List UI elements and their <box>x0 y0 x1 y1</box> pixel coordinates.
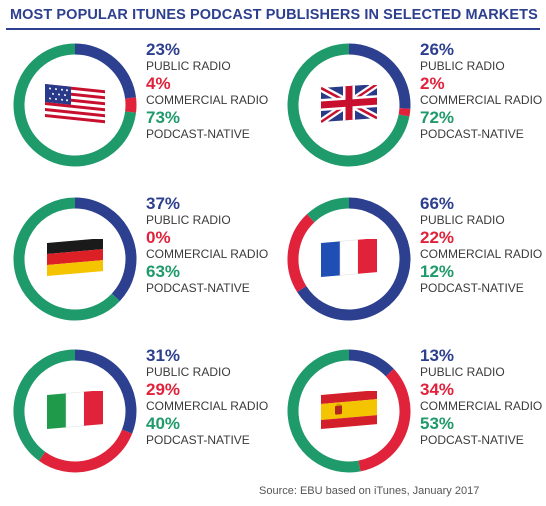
commercial-radio-segment <box>358 368 411 472</box>
stats-spain: 13% PUBLIC RADIO 34% COMMERCIAL RADIO 53… <box>420 346 542 448</box>
stats-france: 66% PUBLIC RADIO 22% COMMERCIAL RADIO 12… <box>420 194 542 296</box>
public-radio-value: 23% <box>146 40 181 59</box>
podcast-native-value: 40% <box>146 414 181 433</box>
public-radio-segment <box>297 197 411 321</box>
donut-germany <box>13 197 137 321</box>
public-radio-value: 26% <box>420 40 455 59</box>
source-note: Source: EBU based on iTunes, January 201… <box>259 485 480 497</box>
commercial-radio-value: 34% <box>420 380 455 399</box>
public-radio-value: 13% <box>420 346 455 365</box>
commercial-radio-label: COMMERCIAL RADIO <box>420 399 543 413</box>
public-radio-label: PUBLIC RADIO <box>146 59 231 73</box>
france-flag-icon <box>321 239 377 277</box>
podcast-native-label: PODCAST-NATIVE <box>146 281 250 295</box>
public-radio-label: PUBLIC RADIO <box>146 365 231 379</box>
market-france: 66% PUBLIC RADIO 22% COMMERCIAL RADIO 12… <box>284 194 546 344</box>
podcast-native-value: 73% <box>146 108 181 127</box>
podcast-native-value: 53% <box>420 414 455 433</box>
podcast-native-value: 63% <box>146 262 181 281</box>
stats-italy: 31% PUBLIC RADIO 29% COMMERCIAL RADIO 40… <box>146 346 268 448</box>
public-radio-label: PUBLIC RADIO <box>420 59 505 73</box>
market-usa: 23% PUBLIC RADIO 4% COMMERCIAL RADIO 73%… <box>10 40 280 190</box>
stats-usa: 23% PUBLIC RADIO 4% COMMERCIAL RADIO 73%… <box>146 40 268 142</box>
podcast-native-value: 72% <box>420 108 455 127</box>
us-flag-icon <box>45 84 105 126</box>
podcast-native-segment <box>306 197 350 223</box>
public-radio-label: PUBLIC RADIO <box>420 213 505 227</box>
podcast-native-segment <box>13 43 137 167</box>
podcast-native-label: PODCAST-NATIVE <box>420 433 524 447</box>
public-radio-segment <box>74 197 137 302</box>
commercial-radio-value: 29% <box>146 380 181 399</box>
commercial-radio-segment <box>38 429 133 473</box>
public-radio-value: 66% <box>420 194 455 213</box>
uk-flag-icon <box>321 85 377 125</box>
commercial-radio-label: COMMERCIAL RADIO <box>146 399 269 413</box>
market-germany: 37% PUBLIC RADIO 0% COMMERCIAL RADIO 63%… <box>10 194 280 344</box>
podcast-native-segment <box>13 197 120 321</box>
donut-uk <box>287 43 411 167</box>
spain-flag-icon <box>321 391 377 429</box>
public-radio-segment <box>74 43 137 99</box>
public-radio-segment <box>74 349 137 434</box>
commercial-radio-value: 4% <box>146 74 171 93</box>
public-radio-segment <box>348 43 411 109</box>
donut-italy <box>13 349 137 473</box>
commercial-radio-value: 2% <box>420 74 445 93</box>
stats-germany: 37% PUBLIC RADIO 0% COMMERCIAL RADIO 63%… <box>146 194 268 296</box>
commercial-radio-segment <box>398 108 411 117</box>
commercial-radio-value: 22% <box>420 228 455 247</box>
commercial-radio-label: COMMERCIAL RADIO <box>146 247 269 261</box>
stats-uk: 26% PUBLIC RADIO 2% COMMERCIAL RADIO 72%… <box>420 40 542 142</box>
market-uk: 26% PUBLIC RADIO 2% COMMERCIAL RADIO 72%… <box>284 40 546 190</box>
market-italy: 31% PUBLIC RADIO 29% COMMERCIAL RADIO 40… <box>10 346 280 496</box>
donut-france <box>287 197 411 321</box>
podcast-native-label: PODCAST-NATIVE <box>146 433 250 447</box>
commercial-radio-label: COMMERCIAL RADIO <box>420 93 543 107</box>
commercial-radio-value: 0% <box>146 228 171 247</box>
commercial-radio-label: COMMERCIAL RADIO <box>420 247 543 261</box>
public-radio-value: 37% <box>146 194 181 213</box>
podcast-native-segment <box>287 349 361 473</box>
public-radio-label: PUBLIC RADIO <box>420 365 505 379</box>
commercial-radio-label: COMMERCIAL RADIO <box>146 93 269 107</box>
italy-flag-icon <box>47 391 103 429</box>
germany-flag-icon <box>47 239 103 276</box>
donut-usa <box>13 43 137 167</box>
public-radio-segment <box>348 349 394 377</box>
podcast-native-label: PODCAST-NATIVE <box>420 127 524 141</box>
podcast-native-segment <box>13 349 76 461</box>
public-radio-label: PUBLIC RADIO <box>146 213 231 227</box>
podcast-native-value: 12% <box>420 262 455 281</box>
public-radio-value: 31% <box>146 346 181 365</box>
donut-spain <box>287 349 411 473</box>
podcast-native-segment <box>287 43 410 167</box>
market-spain: 13% PUBLIC RADIO 34% COMMERCIAL RADIO 53… <box>284 346 546 496</box>
commercial-radio-segment <box>287 214 315 292</box>
chart-title: MOST POPULAR ITUNES PODCAST PUBLISHERS I… <box>10 7 538 23</box>
title-rule <box>6 28 540 30</box>
podcast-native-label: PODCAST-NATIVE <box>146 127 250 141</box>
podcast-native-label: PODCAST-NATIVE <box>420 281 524 295</box>
